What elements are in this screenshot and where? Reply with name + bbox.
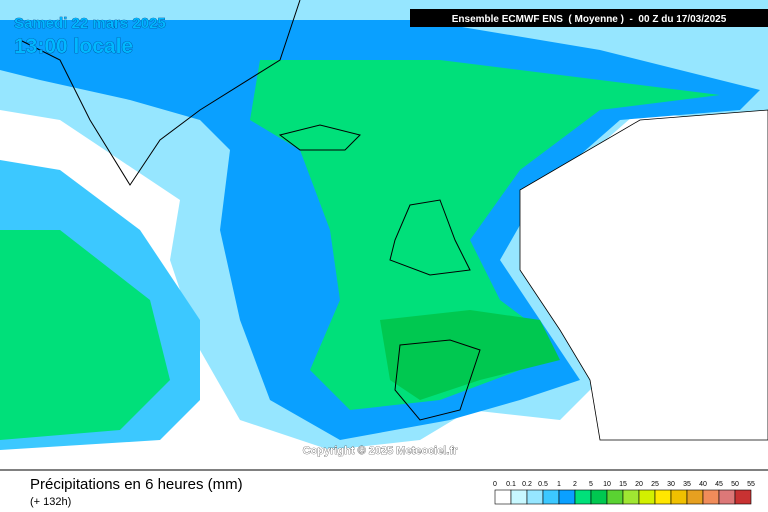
legend-swatch — [670, 489, 688, 505]
legend-label: 20 — [635, 481, 643, 488]
legend-swatch — [622, 489, 640, 505]
legend-label: 40 — [699, 481, 707, 488]
precip-iberia — [380, 310, 560, 400]
europe-land — [519, 109, 768, 441]
legend-label: 0 — [493, 481, 497, 488]
legend-label: 0.5 — [538, 481, 548, 488]
forecast-date: Samedi 22 mars 2025 — [14, 15, 166, 32]
legend-label: 5 — [589, 481, 593, 488]
legend-swatch — [590, 489, 608, 505]
legend-label: 1 — [557, 481, 561, 488]
forecast-time: 13:00 locale — [14, 35, 133, 58]
greenland-coast — [19, 0, 301, 186]
iberia-coast — [394, 339, 481, 421]
legend-swatch — [558, 489, 576, 505]
legend-label: 35 — [683, 481, 691, 488]
model-info: Ensemble ECMWF ENS ( Moyenne ) - 00 Z du… — [452, 14, 727, 25]
iceland-coast — [278, 124, 361, 151]
legend-label: 25 — [651, 481, 659, 488]
legend: 0 0.1 0.2 0.5 1 2 5 10 15 20 25 30 35 40 45 50 55 — [493, 481, 755, 505]
legend-swatch — [574, 489, 592, 505]
british-isles-coast — [389, 199, 471, 276]
legend-label: 30 — [667, 481, 675, 488]
legend-swatch — [734, 489, 752, 505]
legend-swatch — [686, 489, 704, 505]
model-banner — [410, 9, 768, 27]
footer-title: Précipitations en 6 heures (mm) — [30, 476, 243, 493]
legend-label: 55 — [747, 481, 755, 488]
legend-swatch — [702, 489, 720, 505]
copyright: Copyright © 2025 Meteociel.fr — [303, 445, 459, 457]
legend-swatch — [718, 489, 736, 505]
legend-label: 0.1 — [506, 481, 516, 488]
legend-swatch — [654, 489, 672, 505]
map — [0, 0, 768, 471]
legend-label: 50 — [731, 481, 739, 488]
forecast-lead: (+ 132h) — [30, 496, 71, 508]
legend-swatch — [542, 489, 560, 505]
legend-label: 15 — [619, 481, 627, 488]
precip-green-west — [0, 230, 170, 440]
legend-swatch — [510, 489, 528, 505]
legend-label: 10 — [603, 481, 611, 488]
legend-label: 45 — [715, 481, 723, 488]
legend-swatch — [638, 489, 656, 505]
legend-label: 2 — [573, 481, 577, 488]
legend-swatch — [494, 489, 512, 505]
legend-label: 0.2 — [522, 481, 532, 488]
precip-green — [250, 60, 720, 410]
legend-swatch — [526, 489, 544, 505]
legend-swatch — [606, 489, 624, 505]
